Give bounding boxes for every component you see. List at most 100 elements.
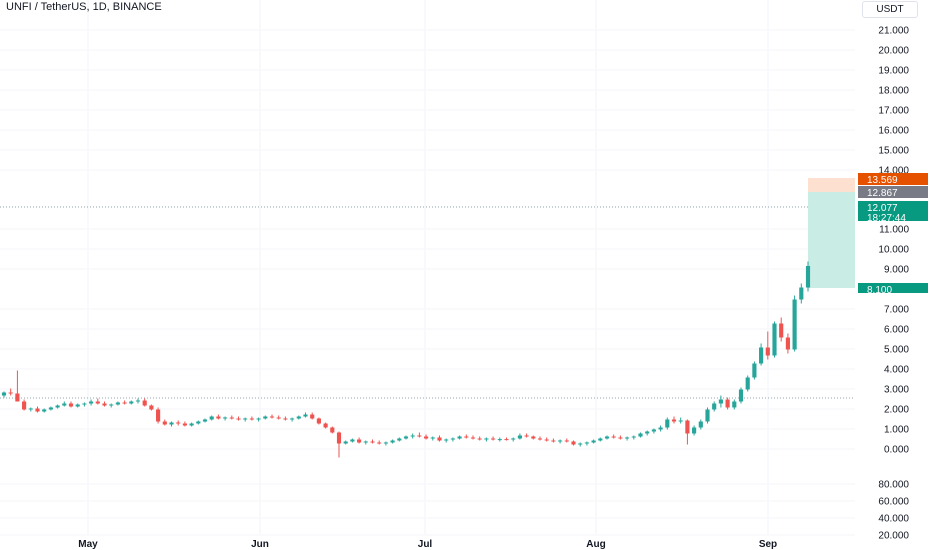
stop-loss-label: 13.569 bbox=[867, 175, 898, 186]
candle-body bbox=[765, 347, 770, 356]
candle-body bbox=[551, 440, 556, 442]
candle-body bbox=[631, 436, 636, 438]
candle-body bbox=[377, 442, 382, 444]
last-price-tag bbox=[858, 201, 928, 221]
target-tag bbox=[858, 283, 928, 293]
candle-body bbox=[678, 420, 683, 422]
candle-body bbox=[805, 265, 811, 288]
candle-body bbox=[256, 418, 261, 420]
candle-body bbox=[705, 409, 710, 422]
candle-body bbox=[109, 404, 114, 406]
candle-body bbox=[55, 405, 60, 408]
candle-body bbox=[444, 439, 449, 441]
price-tick-label: 6.000 bbox=[884, 325, 909, 336]
candle-body bbox=[115, 402, 120, 405]
entry-label: 12.867 bbox=[867, 188, 898, 199]
candle-body bbox=[524, 435, 529, 437]
price-tick-label: 1.000 bbox=[884, 425, 909, 436]
candle-body bbox=[8, 392, 13, 394]
price-tick-label: 11.000 bbox=[879, 225, 909, 236]
candle-body bbox=[685, 420, 690, 434]
price-tick-label: 3.000 bbox=[884, 385, 909, 396]
candle-body bbox=[477, 438, 482, 440]
candle-body bbox=[531, 436, 536, 439]
price-axis[interactable]: 21.000 20.000 19.000 18.000 17.000 16.000 15.0… bbox=[878, 26, 909, 542]
candle-body bbox=[269, 416, 275, 418]
candle-body bbox=[135, 400, 141, 402]
candle-body bbox=[725, 399, 730, 408]
candle-body bbox=[591, 440, 596, 443]
price-tick-label: 40.000 bbox=[878, 514, 909, 525]
stop-loss-tag bbox=[858, 173, 928, 185]
candle-body bbox=[558, 440, 563, 442]
candle-body bbox=[611, 436, 616, 438]
candle-body bbox=[638, 433, 643, 437]
candle-body bbox=[383, 442, 388, 444]
candle-body bbox=[403, 436, 409, 439]
candle-body bbox=[62, 403, 67, 406]
candle-body bbox=[290, 418, 295, 420]
price-tick-label: 5.000 bbox=[884, 345, 909, 356]
price-tick-label: 10.000 bbox=[878, 245, 909, 256]
candle-body bbox=[89, 401, 94, 404]
candle-body bbox=[457, 436, 462, 439]
candle-body bbox=[223, 417, 228, 419]
price-tick-label: 4.000 bbox=[884, 365, 909, 376]
target-label: 8.100 bbox=[867, 285, 892, 296]
candle-body bbox=[450, 438, 455, 440]
candle-body bbox=[390, 440, 395, 443]
candle-body bbox=[799, 287, 804, 300]
currency-button[interactable]: USDT bbox=[862, 1, 918, 18]
price-tick-label: 60.000 bbox=[878, 497, 909, 508]
candle-body bbox=[732, 401, 737, 408]
candle-body bbox=[236, 418, 241, 420]
last-price-countdown: 18:27:44 bbox=[867, 213, 906, 224]
candle-body bbox=[564, 440, 569, 442]
candle-body bbox=[779, 323, 784, 338]
price-tick-label: 20.000 bbox=[878, 46, 909, 57]
candle-body bbox=[504, 439, 509, 441]
price-tick-label: 80.000 bbox=[878, 480, 909, 491]
candle-body bbox=[216, 416, 221, 419]
time-axis[interactable]: May Jun Jul Aug Sep bbox=[78, 539, 777, 550]
candle-body bbox=[82, 403, 87, 405]
price-tick-label: 9.000 bbox=[884, 265, 909, 276]
candle-body bbox=[129, 401, 134, 404]
candle-body bbox=[759, 347, 764, 364]
candle-body bbox=[22, 401, 27, 410]
time-tick-label: Sep bbox=[759, 539, 777, 550]
candle-body bbox=[323, 423, 328, 428]
candle-body bbox=[75, 404, 80, 407]
candle-body bbox=[370, 441, 375, 443]
candle-body bbox=[598, 438, 603, 441]
candle-body bbox=[162, 421, 167, 425]
candle-body bbox=[424, 436, 429, 439]
candle-body bbox=[537, 438, 543, 440]
candle-body bbox=[792, 299, 797, 350]
candle-body bbox=[470, 437, 476, 439]
candle-body bbox=[417, 435, 422, 437]
candle-body bbox=[95, 401, 100, 404]
time-tick-label: Jul bbox=[418, 539, 433, 550]
candle-body bbox=[772, 323, 777, 356]
price-tick-label: 20.000 bbox=[878, 531, 909, 542]
symbol-title[interactable]: UNFI / TetherUS, 1D, BINANCE bbox=[6, 1, 162, 13]
candle-body bbox=[42, 409, 47, 412]
candle-body bbox=[645, 431, 650, 434]
candle-body bbox=[196, 421, 201, 424]
price-tick-label: 14.000 bbox=[878, 166, 909, 177]
price-tick-label: 2.000 bbox=[884, 405, 909, 416]
long-position-tool[interactable] bbox=[808, 178, 855, 288]
price-tick-label: 7.000 bbox=[884, 305, 909, 316]
candle-body bbox=[671, 419, 677, 422]
candle-body bbox=[316, 418, 321, 424]
candle-body bbox=[243, 418, 248, 420]
candle-body bbox=[665, 419, 670, 428]
candle-body bbox=[343, 441, 348, 444]
candle-body bbox=[276, 417, 281, 419]
candle-body bbox=[484, 438, 489, 440]
candle-body bbox=[202, 419, 208, 422]
entry-tag bbox=[858, 186, 928, 198]
